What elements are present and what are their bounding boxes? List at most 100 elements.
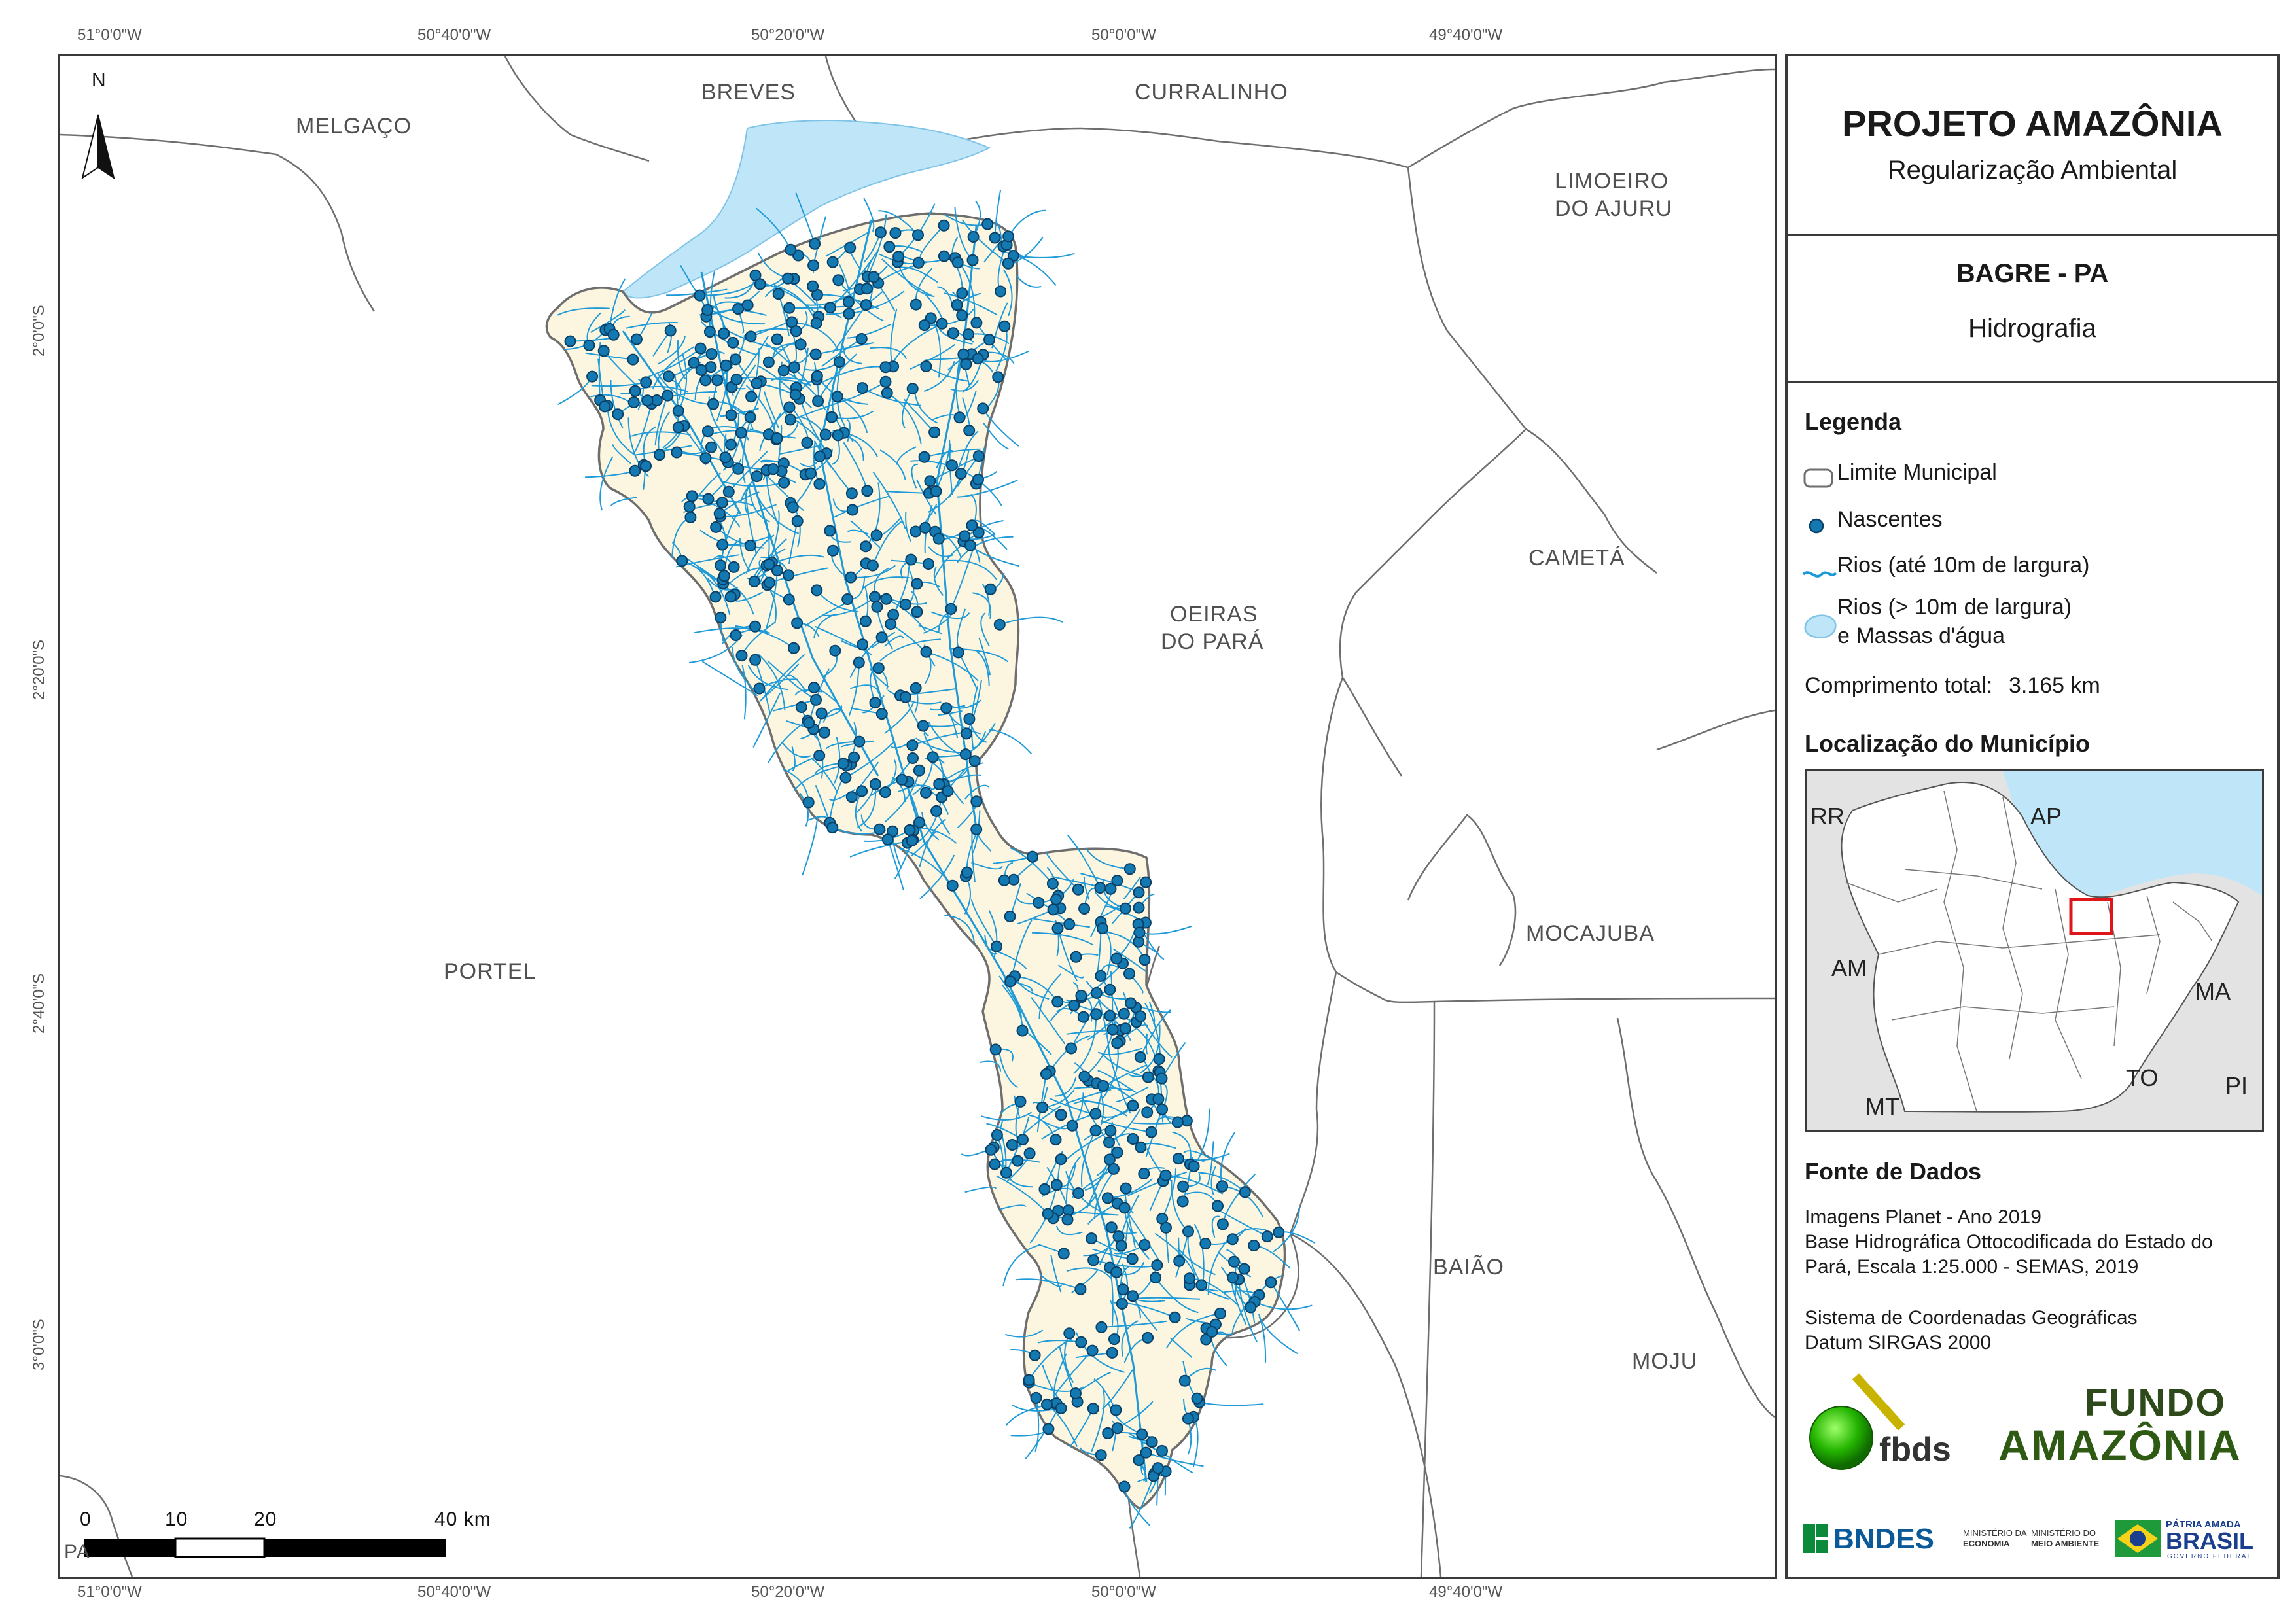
- river-segment: [881, 258, 932, 296]
- spring-point: [1075, 1336, 1087, 1348]
- spring-point: [811, 370, 823, 382]
- label-oeiras-2: DO PARÁ: [1161, 629, 1264, 654]
- spring-point: [725, 438, 737, 451]
- river-segment: [905, 511, 911, 542]
- spring-point: [802, 796, 815, 809]
- spring-point: [879, 786, 891, 799]
- spring-point: [1097, 1079, 1109, 1092]
- spring-point: [790, 325, 802, 338]
- map-frame[interactable]: N MELGAÇO BREVES CURRALINHO LIMOEIRO DO …: [58, 54, 1777, 1579]
- spring-point: [1169, 1311, 1181, 1323]
- river-segment: [652, 346, 695, 390]
- spring-point: [778, 476, 790, 489]
- spring-point: [1106, 1023, 1119, 1036]
- spring-point: [1066, 1119, 1078, 1132]
- spring-point: [811, 584, 823, 597]
- spring-point: [807, 259, 820, 271]
- river-segment: [872, 471, 906, 529]
- spring-point: [1183, 1272, 1195, 1285]
- river-segment: [1273, 1206, 1301, 1253]
- river-segment: [956, 480, 1018, 498]
- river-segment: [813, 216, 827, 266]
- river-segment: [896, 262, 935, 298]
- spring-point: [671, 446, 683, 459]
- spring-point: [911, 606, 923, 618]
- map-canvas: [60, 56, 1775, 1577]
- river-segment: [1169, 1337, 1193, 1359]
- spring-point: [1063, 1327, 1076, 1340]
- river-segment: [893, 323, 943, 362]
- spring-point: [627, 353, 639, 366]
- spring-point: [785, 243, 797, 256]
- river-segment: [892, 777, 906, 803]
- spring-point: [920, 360, 932, 372]
- spring-point: [927, 751, 939, 763]
- spring-point: [972, 353, 984, 365]
- spring-point: [1057, 1248, 1070, 1260]
- spring-point: [1138, 1168, 1150, 1179]
- river-segment: [1050, 1255, 1062, 1293]
- river-segment: [1081, 1130, 1097, 1188]
- spring-point: [753, 682, 766, 695]
- spring-point: [749, 620, 761, 633]
- river-segment: [694, 627, 754, 634]
- river-segment: [983, 423, 1009, 450]
- spring-point: [1023, 1374, 1035, 1386]
- spring-point: [957, 348, 970, 360]
- river-segment: [1052, 1350, 1093, 1398]
- spring-point: [1103, 1136, 1115, 1149]
- spring-point: [906, 383, 919, 395]
- spring-point: [819, 428, 832, 441]
- spring-point: [1171, 1116, 1184, 1128]
- legend-title: Legenda: [1805, 408, 1902, 435]
- spring-point: [686, 490, 698, 502]
- spring-point: [951, 256, 964, 269]
- spring-point: [875, 631, 888, 644]
- spring-point: [805, 467, 817, 480]
- spring-point: [767, 463, 779, 476]
- spring-point: [672, 405, 684, 417]
- spring-point: [963, 713, 976, 725]
- spring-point: [1089, 1125, 1102, 1137]
- river-segment: [728, 451, 768, 493]
- label-cameta: CAMETÁ: [1528, 546, 1625, 570]
- spring-point: [728, 561, 740, 573]
- spring-point: [1087, 1254, 1100, 1266]
- spring-point: [989, 232, 1001, 244]
- spring-point: [1104, 983, 1116, 996]
- spring-point: [859, 615, 872, 627]
- lat-label-2: 2°20'0"S: [30, 639, 48, 700]
- spring-point: [597, 345, 610, 357]
- spring-point: [991, 940, 1003, 952]
- inset-state-rr: RR: [1810, 803, 1845, 829]
- river-segment: [936, 449, 953, 468]
- spring-point: [928, 426, 941, 438]
- spring-point: [839, 771, 852, 784]
- spring-point: [662, 370, 675, 383]
- spring-point: [1125, 997, 1137, 1009]
- spring-point: [803, 717, 815, 729]
- spring-point: [1214, 1307, 1226, 1319]
- spring-point: [640, 460, 652, 472]
- spring-point: [845, 487, 858, 500]
- river-segment: [870, 347, 908, 360]
- spring-point: [749, 654, 762, 666]
- river-segment: [1029, 1382, 1084, 1393]
- spring-point: [716, 538, 729, 551]
- spring-point: [783, 593, 795, 606]
- spring-point: [672, 421, 684, 434]
- spring-point: [1145, 1126, 1157, 1138]
- river-segment: [988, 910, 998, 960]
- spring-point: [912, 229, 924, 241]
- river-segment: [1034, 1397, 1040, 1452]
- river-segment: [1025, 1031, 1052, 1055]
- river-segment: [1087, 1003, 1135, 1041]
- spring-point: [920, 786, 932, 799]
- spring-point: [841, 593, 854, 605]
- river-segment: [964, 1186, 997, 1193]
- spring-point: [807, 280, 819, 292]
- spring-point: [1086, 1344, 1099, 1357]
- spring-point: [1004, 910, 1016, 922]
- legend-rivers-small-label: Rios (até 10m de largura): [1837, 553, 2090, 578]
- spring-point: [857, 382, 868, 394]
